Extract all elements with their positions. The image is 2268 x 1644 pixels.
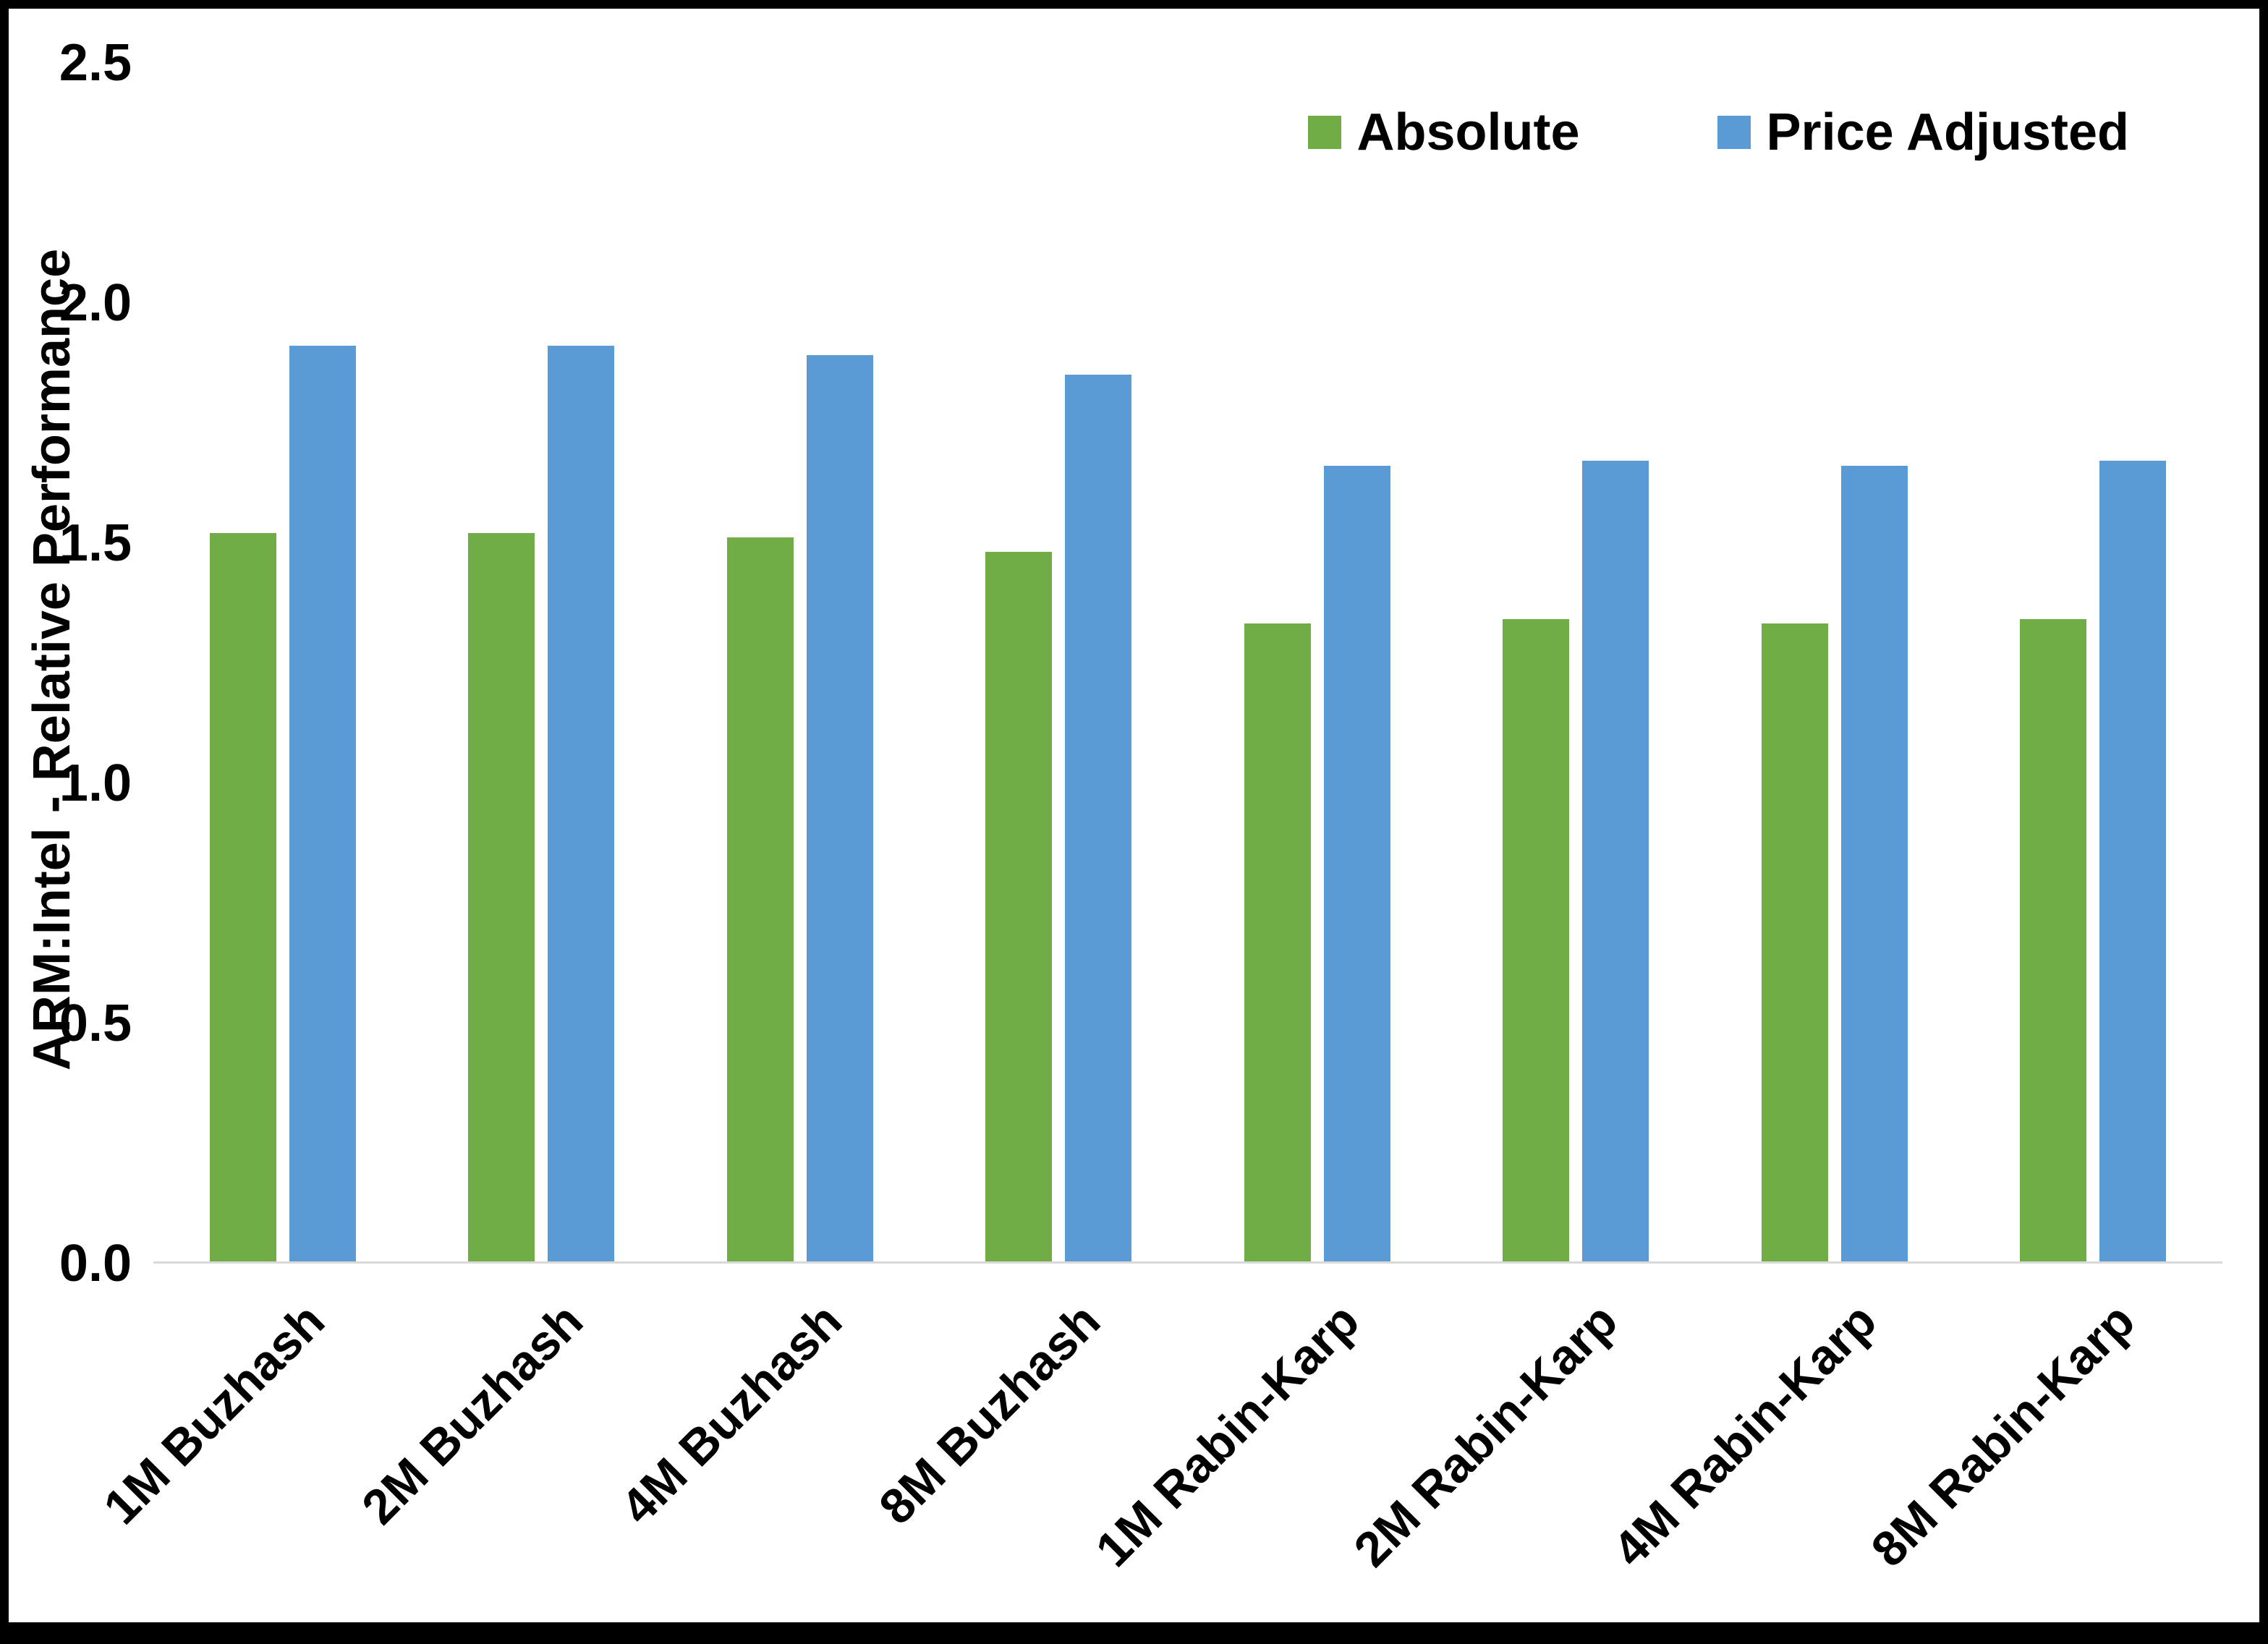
x-label-cell: 4M Buzhash <box>611 1285 930 1603</box>
bar-group <box>1244 63 1390 1261</box>
bar-price-adjusted <box>1840 465 1908 1261</box>
bar-group <box>2020 63 2167 1261</box>
bar-price-adjusted <box>2099 461 2167 1261</box>
legend-label-price-adjusted: Price Adjusted <box>1766 103 2129 161</box>
x-label-cell: 4M Rabin-Karp <box>1602 1285 1964 1603</box>
legend-item-price-adjusted: Price Adjusted <box>1717 103 2129 162</box>
bar-price-adjusted <box>289 346 356 1261</box>
bar-absolute <box>468 532 535 1261</box>
legend: Absolute Price Adjusted <box>1307 103 2129 162</box>
bar-absolute <box>1761 623 1828 1261</box>
y-tick-label: 1.0 <box>59 754 132 812</box>
bar-absolute <box>209 532 276 1261</box>
bar-group <box>726 63 873 1261</box>
bar-price-adjusted <box>548 346 615 1261</box>
x-label-cell: 1M Rabin-Karp <box>1085 1285 1447 1603</box>
bar-price-adjusted <box>1323 465 1390 1261</box>
legend-swatch-absolute <box>1307 116 1341 149</box>
y-axis-tick-labels: 0.0 0.5 1.0 1.5 2.0 2.5 <box>9 37 139 1290</box>
x-label-cell: 2M Rabin-Karp <box>1344 1285 1706 1603</box>
bar-group <box>1761 63 1908 1261</box>
x-label-cell: 1M Buzhash <box>93 1285 412 1603</box>
bar-group <box>468 63 615 1261</box>
bar-price-adjusted <box>1065 374 1132 1261</box>
x-axis-category-labels: 1M Buzhash 2M Buzhash 4M Buzhash 8M Buzhash… <box>93 1285 2223 1603</box>
legend-swatch-price-adjusted <box>1717 116 1751 149</box>
x-label-cell: 8M Buzhash <box>869 1285 1189 1603</box>
bar-price-adjusted <box>806 355 873 1261</box>
bar-absolute <box>1503 618 1570 1261</box>
y-tick-label: 0.5 <box>59 995 132 1052</box>
y-tick-label: 1.5 <box>59 514 132 572</box>
bar-absolute <box>2020 618 2087 1261</box>
legend-label-absolute: Absolute <box>1356 103 1580 161</box>
bar-price-adjusted <box>1582 461 1649 1261</box>
bar-absolute <box>985 552 1053 1261</box>
x-category-label: 1M Buzhash <box>93 1292 336 1535</box>
x-label-cell: 2M Buzhash <box>352 1285 671 1603</box>
bar-group <box>1503 63 1649 1261</box>
plot-area <box>153 63 2222 1264</box>
bar-group <box>985 63 1132 1261</box>
bar-group <box>209 63 356 1261</box>
y-tick-label: 2.5 <box>59 34 132 92</box>
bar-absolute <box>726 537 794 1261</box>
y-tick-label: 0.0 <box>59 1235 132 1292</box>
y-tick-label: 2.0 <box>59 274 132 332</box>
bar-absolute <box>1244 623 1311 1261</box>
legend-item-absolute: Absolute <box>1307 103 1580 162</box>
x-label-cell: 8M Rabin-Karp <box>1861 1285 2223 1603</box>
